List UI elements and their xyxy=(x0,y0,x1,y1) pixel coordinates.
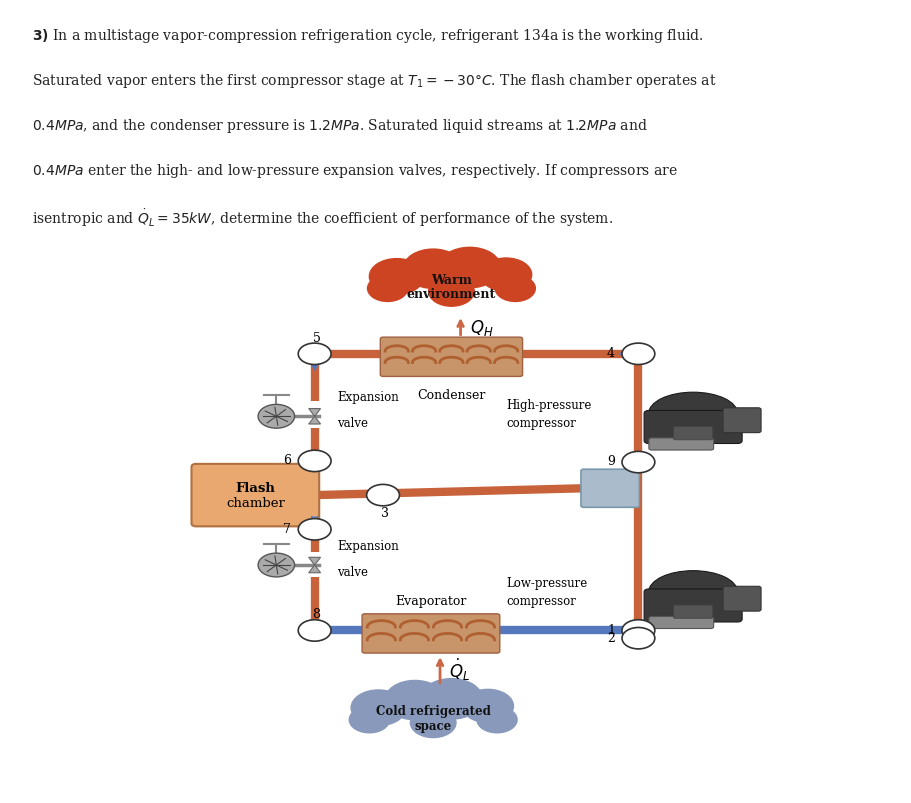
Text: Saturated vapor enters the first compressor stage at $T_1 = -30°C$. The flash ch: Saturated vapor enters the first compres… xyxy=(32,72,716,90)
Text: 5: 5 xyxy=(312,331,320,344)
Circle shape xyxy=(621,628,654,649)
Circle shape xyxy=(410,708,456,738)
Circle shape xyxy=(384,681,445,719)
Polygon shape xyxy=(308,557,321,565)
Text: Expansion: Expansion xyxy=(337,391,399,404)
FancyBboxPatch shape xyxy=(722,586,760,611)
Circle shape xyxy=(621,344,654,365)
Circle shape xyxy=(420,679,482,719)
FancyBboxPatch shape xyxy=(672,605,712,618)
Text: Low-pressure: Low-pressure xyxy=(506,577,587,589)
Text: space: space xyxy=(415,719,451,732)
Circle shape xyxy=(298,519,331,540)
Text: $\dot{Q}_L$: $\dot{Q}_L$ xyxy=(449,656,470,682)
Text: 1: 1 xyxy=(607,623,614,636)
Text: 8: 8 xyxy=(312,608,320,621)
Circle shape xyxy=(403,250,463,289)
Circle shape xyxy=(298,620,331,642)
Text: valve: valve xyxy=(337,417,368,430)
Text: 6: 6 xyxy=(283,454,291,467)
Circle shape xyxy=(462,690,513,723)
Text: 4: 4 xyxy=(607,347,614,360)
Circle shape xyxy=(476,707,517,733)
Text: Warm: Warm xyxy=(431,274,471,287)
Text: valve: valve xyxy=(337,565,368,578)
Text: Cold refrigerated: Cold refrigerated xyxy=(375,704,490,717)
Circle shape xyxy=(366,485,399,506)
FancyBboxPatch shape xyxy=(649,438,712,450)
Text: $Q_H$: $Q_H$ xyxy=(469,318,493,337)
Text: Condenser: Condenser xyxy=(417,388,485,402)
Text: Flash: Flash xyxy=(235,481,275,495)
Ellipse shape xyxy=(648,393,737,435)
Text: 9: 9 xyxy=(607,454,614,468)
FancyBboxPatch shape xyxy=(191,464,319,527)
Text: isentropic and $\dot{Q}_L = 35kW$, determine the coefficient of performance of t: isentropic and $\dot{Q}_L = 35kW$, deter… xyxy=(32,207,612,229)
Circle shape xyxy=(367,276,407,302)
Text: 2: 2 xyxy=(607,630,614,644)
Text: compressor: compressor xyxy=(506,416,576,429)
Polygon shape xyxy=(308,417,321,425)
Text: chamber: chamber xyxy=(226,497,284,510)
Circle shape xyxy=(495,276,535,302)
Circle shape xyxy=(480,259,531,292)
Circle shape xyxy=(428,277,474,307)
Circle shape xyxy=(621,452,654,473)
FancyBboxPatch shape xyxy=(580,470,639,507)
Text: High-pressure: High-pressure xyxy=(506,398,591,411)
Text: $0.4MPa$, and the condenser pressure is $1.2MPa$. Saturated liquid streams at $1: $0.4MPa$, and the condenser pressure is … xyxy=(32,117,647,135)
Circle shape xyxy=(351,690,405,726)
Polygon shape xyxy=(308,565,321,573)
FancyBboxPatch shape xyxy=(643,589,742,622)
Text: 3: 3 xyxy=(381,507,388,520)
Text: Expansion: Expansion xyxy=(337,540,399,552)
Text: compressor: compressor xyxy=(506,594,576,607)
Circle shape xyxy=(621,620,654,642)
Text: 7: 7 xyxy=(283,522,291,535)
Circle shape xyxy=(438,248,500,288)
Text: Evaporator: Evaporator xyxy=(394,594,466,607)
Text: environment: environment xyxy=(406,287,496,301)
Circle shape xyxy=(369,259,424,295)
Circle shape xyxy=(298,344,331,365)
FancyBboxPatch shape xyxy=(649,617,712,629)
FancyBboxPatch shape xyxy=(380,338,522,377)
FancyBboxPatch shape xyxy=(722,408,760,433)
FancyBboxPatch shape xyxy=(672,427,712,440)
Circle shape xyxy=(349,707,389,733)
Text: $\mathbf{3)}$ In a multistage vapor-compression refrigeration cycle, refrigerant: $\mathbf{3)}$ In a multistage vapor-comp… xyxy=(32,27,702,45)
Circle shape xyxy=(258,405,294,429)
Text: $0.4MPa$ enter the high- and low-pressure expansion valves, respectively. If com: $0.4MPa$ enter the high- and low-pressur… xyxy=(32,162,677,180)
Polygon shape xyxy=(308,409,321,417)
Circle shape xyxy=(258,553,294,577)
Circle shape xyxy=(298,450,331,472)
FancyBboxPatch shape xyxy=(362,614,499,654)
FancyBboxPatch shape xyxy=(643,411,742,444)
Ellipse shape xyxy=(648,571,737,613)
